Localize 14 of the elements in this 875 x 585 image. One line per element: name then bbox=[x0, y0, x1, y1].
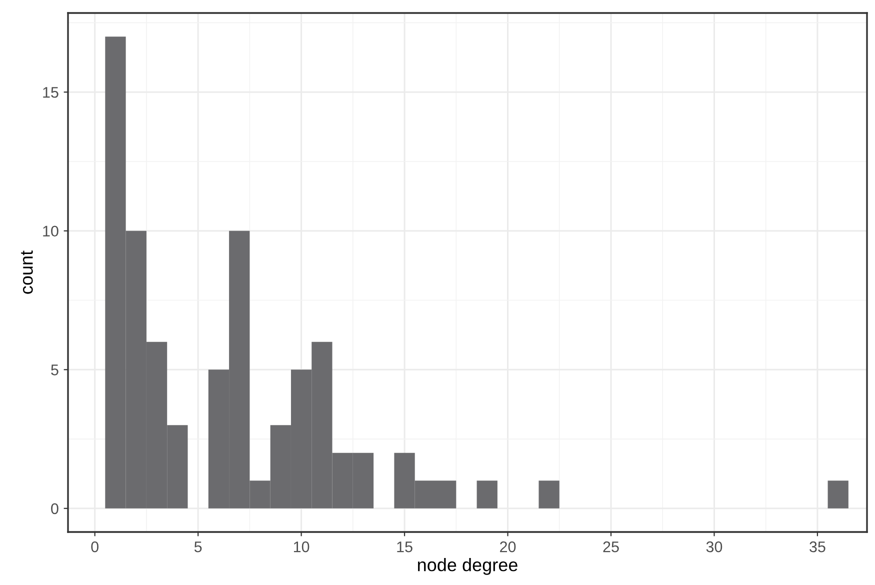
x-axis-title: node degree bbox=[418, 558, 518, 575]
y-tick-label: 0 bbox=[51, 503, 58, 514]
y-tick-label: 5 bbox=[51, 364, 58, 376]
y-tick-label: 15 bbox=[43, 87, 58, 98]
y-axis-title: count bbox=[21, 250, 33, 294]
x-tick-label: 5 bbox=[194, 542, 202, 552]
y-tick-label: 10 bbox=[43, 226, 58, 237]
x-tick-label: 30 bbox=[706, 541, 722, 552]
x-tick-label: 10 bbox=[294, 541, 310, 552]
x-tick-label: 15 bbox=[397, 542, 412, 552]
x-tick-label: 0 bbox=[91, 541, 98, 552]
x-tick-label: 25 bbox=[603, 541, 619, 552]
x-tick-label: 35 bbox=[810, 541, 826, 552]
x-tick-label: 20 bbox=[500, 541, 516, 552]
